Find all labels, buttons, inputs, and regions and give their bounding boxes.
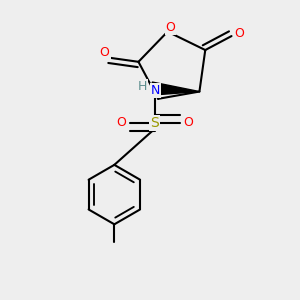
Text: N: N: [151, 84, 160, 97]
Polygon shape: [152, 82, 200, 95]
Text: O: O: [166, 21, 176, 34]
Text: O: O: [184, 116, 194, 129]
Text: O: O: [116, 116, 126, 129]
Text: H: H: [138, 80, 147, 93]
Text: S: S: [151, 116, 159, 130]
Text: O: O: [234, 27, 244, 40]
Text: O: O: [100, 46, 110, 59]
